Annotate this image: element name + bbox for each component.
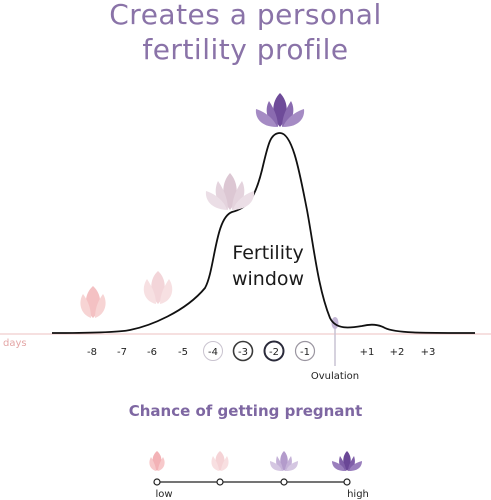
days-axis-label: days — [3, 338, 27, 349]
day-label: +3 — [421, 347, 436, 358]
fertility-window-line-1: Fertility — [232, 242, 304, 264]
legend-dot-1 — [153, 478, 161, 486]
chance-legend-title: Chance of getting pregnant — [128, 402, 363, 420]
day-labels: -8 -7 -6 -5 -4 -3 -2 -1 +1 +2 +3 Ovulation — [87, 340, 436, 382]
day-label: -8 — [87, 347, 97, 358]
fertility-curve — [51, 132, 476, 334]
day-circle--3 — [232, 340, 254, 362]
day-label: -4 — [208, 347, 218, 358]
page-title-line-1: Creates a personal — [109, 0, 382, 31]
day-label: -3 — [238, 347, 248, 358]
day-label: +2 — [390, 347, 405, 358]
lotus-lowmid-icon — [143, 271, 173, 304]
day-label: -6 — [147, 347, 157, 358]
day-label: -2 — [269, 347, 279, 358]
legend-lotus-lowmid-icon — [211, 451, 229, 471]
day-circle--4 — [203, 341, 223, 361]
legend-lotus-mid-icon — [270, 451, 298, 471]
lotus-mid-icon — [205, 173, 255, 210]
lotus-low-icon — [80, 286, 106, 318]
fertility-window-label: Fertility window — [218, 240, 318, 292]
fertility-window-line-2: window — [231, 268, 305, 290]
legend-low-label: low — [155, 489, 172, 500]
legend-dot-3 — [280, 478, 288, 486]
legend-lotus-high-icon — [332, 451, 362, 471]
day-label: +1 — [360, 347, 375, 358]
legend-dot-4 — [343, 478, 351, 486]
day-circle--1 — [294, 340, 316, 362]
day-label: -5 — [178, 347, 188, 358]
day-label: -7 — [117, 347, 127, 358]
day-label: -1 — [300, 347, 310, 358]
legend-lotus-low-icon — [149, 451, 165, 471]
legend-dot-2 — [216, 478, 224, 486]
lotus-high-icon — [255, 93, 305, 127]
page-title-line-2: fertility profile — [142, 33, 349, 66]
day-circle--2 — [263, 340, 285, 362]
ovulation-label: Ovulation — [311, 371, 359, 382]
legend-high-label: high — [347, 489, 369, 500]
